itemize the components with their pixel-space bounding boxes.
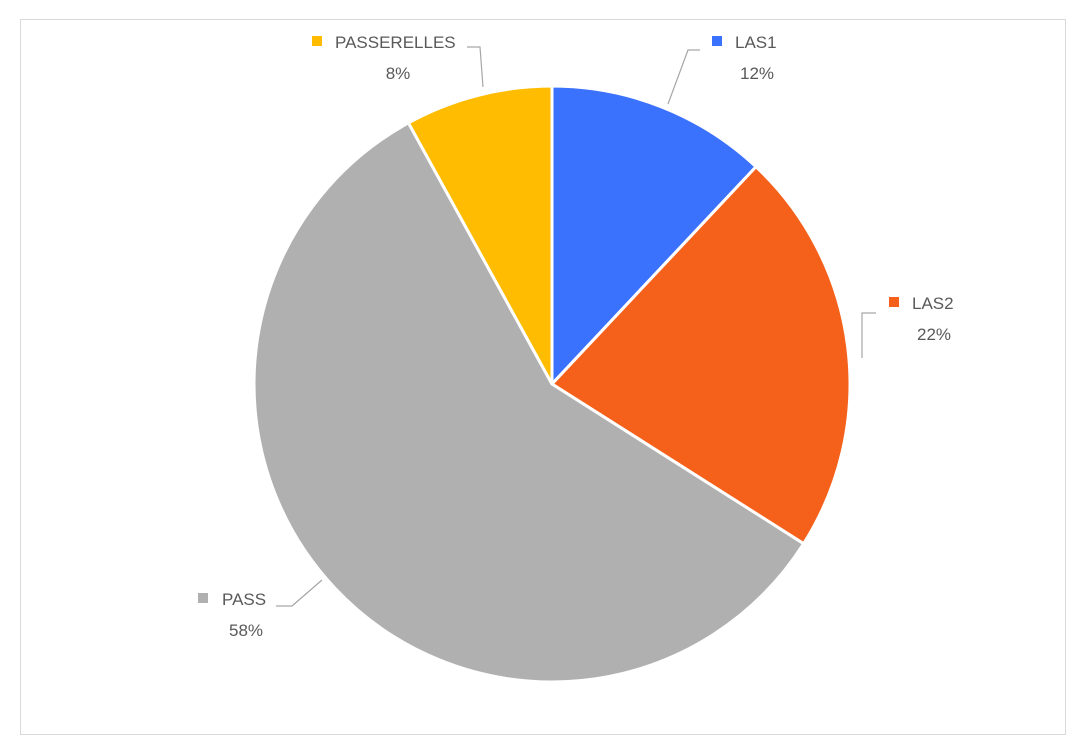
label-las1: LAS1 12% — [712, 33, 777, 83]
label-pass: PASS 58% — [198, 590, 266, 640]
legend-swatch-passerelles — [312, 36, 322, 46]
slice-value-las2: 22% — [917, 325, 951, 344]
slice-value-passerelles: 8% — [386, 64, 411, 83]
pie-slices — [252, 84, 852, 684]
leader-line-las2 — [861, 312, 876, 358]
slice-name-pass: PASS — [222, 590, 266, 609]
leader-line-pass — [276, 579, 323, 607]
pie-slice-las2 — [550, 165, 852, 546]
leader-line-las1 — [667, 49, 700, 105]
pie-slice-las1 — [550, 84, 758, 386]
pie-slice-pass — [252, 121, 806, 684]
legend-swatch-las2 — [889, 297, 899, 307]
label-passerelles: PASSERELLES 8% — [312, 33, 456, 83]
slice-name-passerelles: PASSERELLES — [335, 33, 456, 52]
slice-value-pass: 58% — [229, 621, 263, 640]
pie-slice-passerelles — [406, 84, 554, 386]
label-las2: LAS2 22% — [889, 294, 954, 344]
legend-swatch-las1 — [712, 36, 722, 46]
leader-line-passerelles — [467, 46, 484, 88]
slice-name-las2: LAS2 — [912, 294, 954, 313]
leader-lines — [276, 46, 876, 607]
slice-name-las1: LAS1 — [735, 33, 777, 52]
slice-value-las1: 12% — [740, 64, 774, 83]
legend-swatch-pass — [198, 593, 208, 603]
